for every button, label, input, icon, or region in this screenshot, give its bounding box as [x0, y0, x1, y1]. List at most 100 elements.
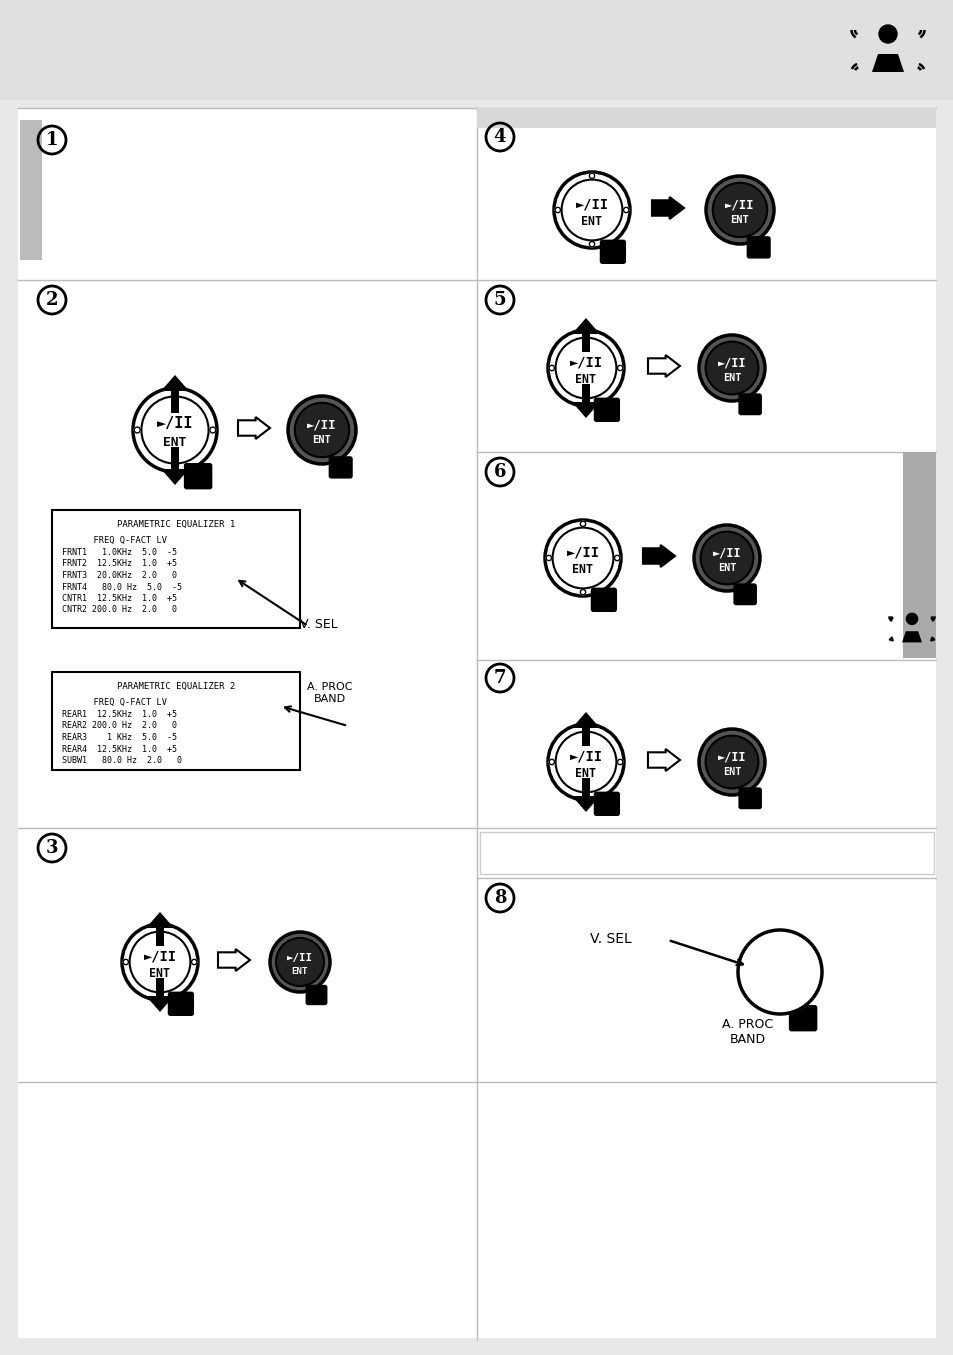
Circle shape: [157, 925, 163, 931]
Text: ENT: ENT: [163, 436, 187, 449]
Text: ►/II: ►/II: [575, 198, 608, 211]
Polygon shape: [647, 749, 679, 771]
Bar: [52, 672, 299, 770]
Text: ENT: ENT: [717, 562, 736, 573]
Text: ENT: ENT: [150, 967, 171, 980]
Text: ENT: ENT: [722, 767, 740, 776]
Bar: [476, 108, 935, 127]
Text: ►/II: ►/II: [569, 355, 602, 370]
Circle shape: [705, 176, 773, 244]
FancyBboxPatch shape: [184, 463, 212, 489]
Circle shape: [582, 725, 588, 730]
Circle shape: [157, 993, 163, 999]
Polygon shape: [871, 54, 903, 72]
Text: ENT: ENT: [575, 767, 596, 780]
Text: SUBW1   80.0 Hz  2.0   0: SUBW1 80.0 Hz 2.0 0: [62, 756, 182, 766]
Text: CNTR1  12.5KHz  1.0  +5: CNTR1 12.5KHz 1.0 +5: [62, 593, 177, 603]
Circle shape: [134, 427, 140, 434]
FancyBboxPatch shape: [789, 1005, 816, 1031]
FancyBboxPatch shape: [594, 398, 618, 421]
Circle shape: [582, 331, 588, 336]
Circle shape: [589, 173, 594, 179]
Bar: [171, 392, 179, 413]
Circle shape: [210, 427, 215, 434]
Circle shape: [700, 531, 753, 584]
Text: 3: 3: [46, 839, 58, 856]
Text: A. PROC
BAND: A. PROC BAND: [307, 682, 353, 703]
Text: ENT: ENT: [730, 215, 749, 225]
Text: REAR3    1 KHz  5.0  -5: REAR3 1 KHz 5.0 -5: [62, 733, 177, 743]
Bar: [581, 333, 589, 352]
Circle shape: [712, 183, 766, 237]
Circle shape: [270, 932, 330, 992]
FancyBboxPatch shape: [739, 394, 760, 415]
Text: V. SEL: V. SEL: [299, 618, 337, 631]
Circle shape: [172, 465, 178, 470]
Text: 1: 1: [46, 131, 58, 149]
Polygon shape: [572, 795, 599, 812]
Text: FRNT1   1.0KHz  5.0  -5: FRNT1 1.0KHz 5.0 -5: [62, 547, 177, 557]
Text: V. SEL: V. SEL: [589, 932, 631, 946]
Text: REAR4  12.5KHz  1.0  +5: REAR4 12.5KHz 1.0 +5: [62, 744, 177, 753]
Polygon shape: [237, 417, 270, 439]
Circle shape: [693, 524, 760, 591]
FancyBboxPatch shape: [591, 588, 616, 611]
Circle shape: [275, 938, 324, 986]
Bar: [52, 509, 299, 627]
Circle shape: [699, 729, 764, 795]
FancyBboxPatch shape: [746, 237, 769, 257]
Circle shape: [130, 932, 191, 992]
Circle shape: [123, 959, 129, 965]
Text: ►/II: ►/II: [307, 419, 336, 431]
Text: FRNT4   80.0 Hz  5.0  -5: FRNT4 80.0 Hz 5.0 -5: [62, 583, 182, 592]
Bar: [581, 778, 589, 795]
Circle shape: [288, 396, 355, 463]
Circle shape: [579, 589, 585, 595]
FancyBboxPatch shape: [329, 457, 352, 478]
Text: FREQ Q-FACT LV: FREQ Q-FACT LV: [62, 698, 167, 707]
Circle shape: [545, 556, 551, 561]
Circle shape: [582, 794, 588, 799]
Circle shape: [589, 241, 594, 247]
Circle shape: [738, 930, 821, 1014]
Text: ►/II: ►/II: [569, 749, 602, 763]
Circle shape: [294, 402, 349, 457]
Circle shape: [705, 736, 758, 789]
Text: FRNT2  12.5KHz  1.0  +5: FRNT2 12.5KHz 1.0 +5: [62, 560, 177, 569]
Circle shape: [699, 335, 764, 401]
Circle shape: [705, 341, 758, 394]
Bar: [581, 383, 589, 402]
Circle shape: [623, 207, 628, 213]
Text: ENT: ENT: [722, 373, 740, 383]
Circle shape: [172, 389, 178, 396]
Polygon shape: [572, 711, 599, 728]
Text: 2: 2: [46, 291, 58, 309]
Circle shape: [617, 759, 622, 764]
Text: ►/II: ►/II: [143, 950, 176, 963]
Polygon shape: [572, 402, 599, 417]
Text: ENT: ENT: [313, 435, 331, 446]
Bar: [20, 121, 42, 260]
Bar: [479, 832, 933, 874]
Circle shape: [878, 24, 896, 43]
Text: 8: 8: [494, 889, 506, 906]
Polygon shape: [642, 545, 675, 566]
Text: 4: 4: [494, 127, 506, 146]
Circle shape: [555, 207, 559, 213]
Text: PARAMETRIC EQUALIZER 2: PARAMETRIC EQUALIZER 2: [117, 682, 234, 691]
Polygon shape: [651, 196, 683, 220]
FancyBboxPatch shape: [306, 985, 327, 1004]
Circle shape: [555, 732, 616, 793]
Circle shape: [337, 701, 397, 760]
FancyBboxPatch shape: [594, 793, 618, 816]
Polygon shape: [902, 631, 921, 642]
Text: ENT: ENT: [581, 215, 602, 228]
Text: A. PROC
BAND: A. PROC BAND: [721, 1018, 773, 1046]
Circle shape: [552, 527, 613, 588]
Text: FREQ Q-FACT LV: FREQ Q-FACT LV: [62, 537, 167, 545]
Circle shape: [561, 180, 621, 240]
Circle shape: [614, 556, 619, 561]
Bar: [902, 453, 935, 659]
Text: REAR2 200.0 Hz  2.0   0: REAR2 200.0 Hz 2.0 0: [62, 721, 177, 730]
Circle shape: [192, 959, 196, 965]
